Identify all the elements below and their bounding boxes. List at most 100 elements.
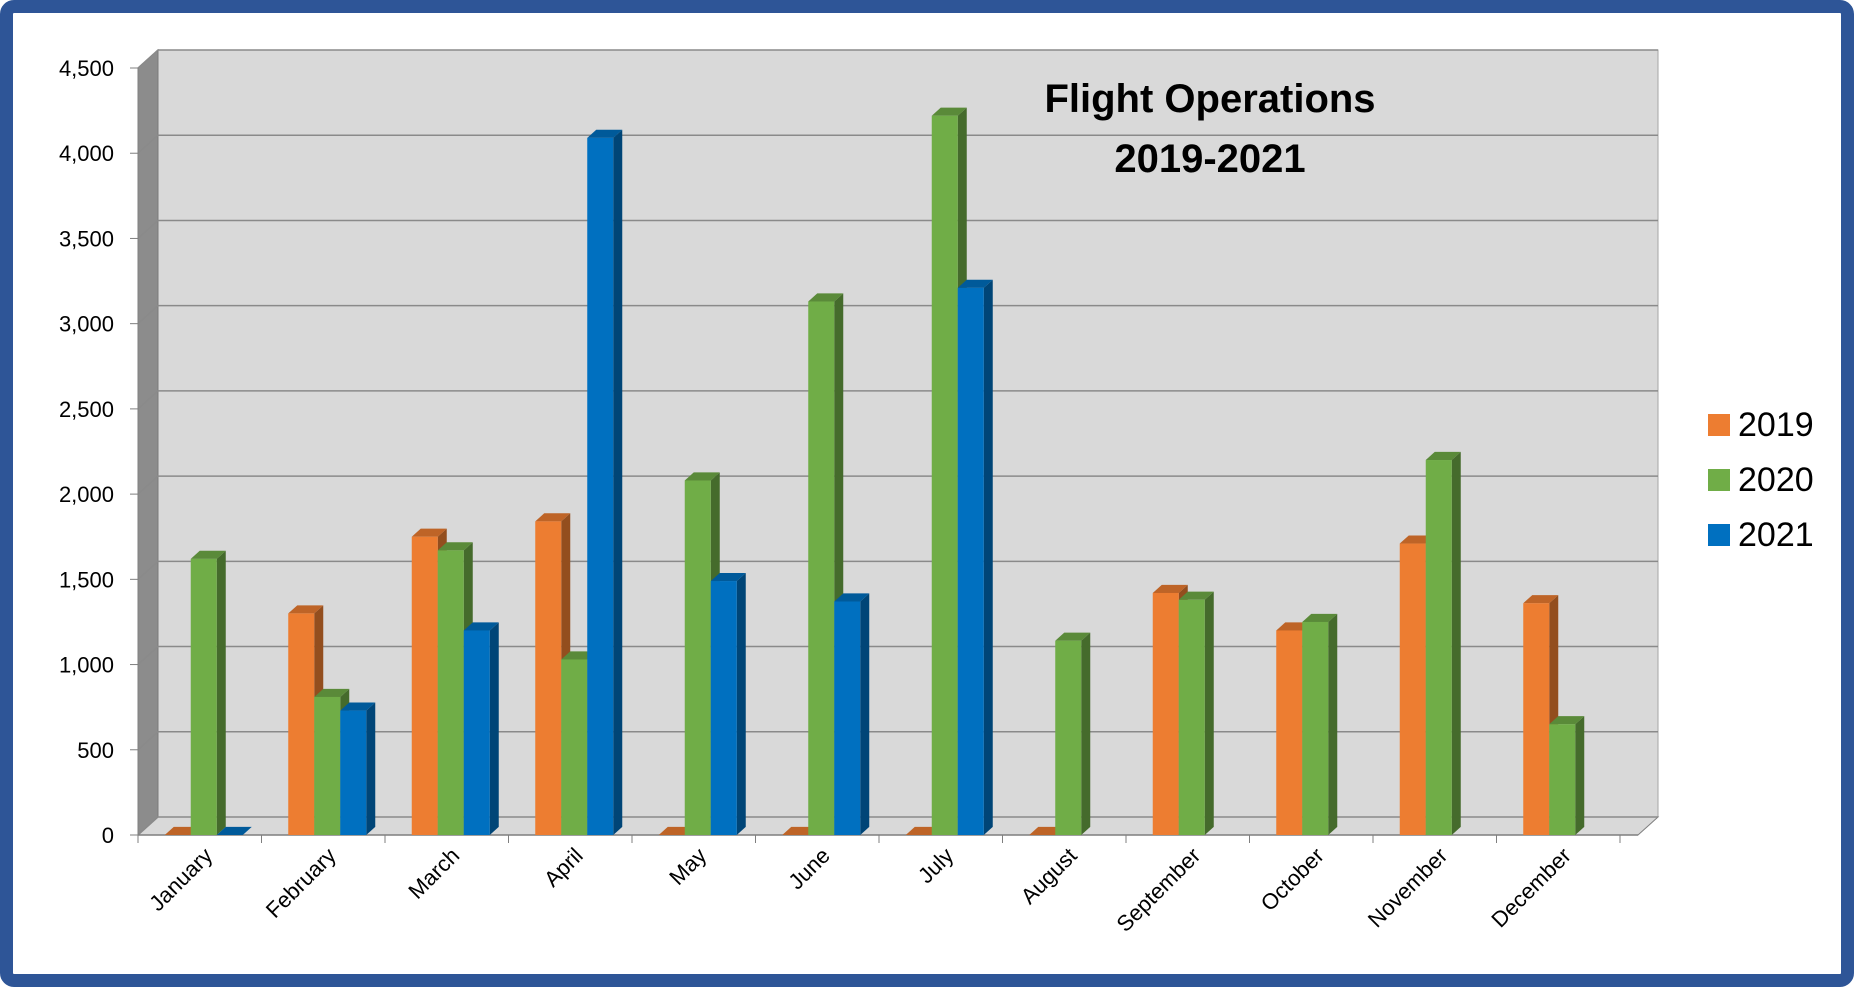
bar-side bbox=[1204, 591, 1214, 835]
bar-front bbox=[587, 137, 614, 836]
bar-top bbox=[463, 622, 499, 631]
bar bbox=[340, 702, 376, 835]
x-category-label: May bbox=[664, 843, 711, 890]
bar bbox=[1549, 716, 1585, 835]
bar bbox=[957, 279, 993, 836]
y-axis-ticks: 0 500 1,000 1,500 2,000 2,500 3,000 3,500 4,000 4… bbox=[59, 56, 139, 848]
bar-front bbox=[535, 521, 562, 835]
bar-side bbox=[613, 129, 623, 835]
legend: 2019 2020 2021 bbox=[1708, 406, 1814, 554]
y-tick-label: 1,500 bbox=[59, 567, 114, 592]
gridline bbox=[137, 134, 1658, 154]
bar-side bbox=[1081, 632, 1091, 835]
bar-side bbox=[983, 279, 993, 836]
bar-front bbox=[340, 710, 367, 835]
bar bbox=[1178, 591, 1214, 835]
x-category-label: August bbox=[1016, 843, 1082, 909]
bar-top bbox=[190, 550, 226, 559]
y-tick-label: 1,000 bbox=[59, 653, 114, 678]
bar-top bbox=[931, 107, 967, 116]
bar-top bbox=[411, 528, 447, 537]
gridline bbox=[137, 560, 1658, 580]
bar-top bbox=[684, 472, 720, 481]
legend-swatch bbox=[1708, 414, 1730, 436]
gridline bbox=[137, 49, 1658, 69]
bar-front bbox=[190, 558, 217, 835]
bar-front bbox=[931, 115, 958, 836]
legend-label: 2021 bbox=[1738, 516, 1814, 554]
chart-title-line-1: Flight Operations bbox=[1044, 77, 1375, 121]
bar-front bbox=[1055, 640, 1082, 835]
bar-front bbox=[1302, 621, 1329, 835]
bar-front bbox=[1399, 543, 1426, 835]
bar-front bbox=[1276, 630, 1303, 835]
bar-top bbox=[957, 279, 993, 288]
bar bbox=[587, 129, 623, 836]
bar-top bbox=[710, 572, 746, 582]
bar-side bbox=[1575, 716, 1585, 835]
bar-front bbox=[1425, 460, 1452, 835]
bar-top bbox=[437, 542, 473, 551]
y-tick-label: 4,000 bbox=[59, 141, 114, 166]
bar-front bbox=[1152, 592, 1179, 835]
bar-front bbox=[710, 581, 737, 835]
bar bbox=[463, 622, 499, 835]
x-category-label: January bbox=[144, 843, 217, 916]
y-tick-label: 0 bbox=[102, 823, 114, 848]
x-category-label: March bbox=[403, 843, 464, 904]
bar-top bbox=[587, 129, 623, 138]
x-axis: January February March April May June July Augu… bbox=[137, 834, 1638, 937]
legend-swatch bbox=[1708, 524, 1730, 546]
bar-top bbox=[340, 702, 376, 711]
bars bbox=[164, 107, 1585, 836]
bar-top bbox=[535, 513, 571, 522]
x-category-label: February bbox=[261, 843, 341, 923]
bar-side bbox=[489, 622, 499, 835]
bar bbox=[216, 826, 252, 835]
bar-front bbox=[437, 550, 464, 835]
gridline bbox=[137, 475, 1658, 495]
bar-top bbox=[1152, 584, 1188, 593]
y-tick-label: 500 bbox=[77, 738, 114, 763]
bar-top bbox=[834, 593, 870, 602]
bar-front bbox=[561, 659, 588, 835]
bar bbox=[190, 550, 226, 835]
bar bbox=[1302, 613, 1338, 835]
bar-front bbox=[314, 696, 341, 835]
bar-top bbox=[314, 688, 350, 697]
x-category-label: November bbox=[1363, 843, 1452, 932]
bar-top bbox=[1549, 716, 1585, 725]
bar-front bbox=[288, 613, 315, 835]
y-tick-label: 2,000 bbox=[59, 482, 114, 507]
x-category-label: July bbox=[913, 843, 958, 888]
legend-label: 2019 bbox=[1738, 406, 1814, 444]
bar-top bbox=[288, 605, 324, 614]
legend-swatch bbox=[1708, 469, 1730, 491]
side-wall bbox=[137, 48, 159, 837]
bar-side bbox=[216, 550, 226, 835]
y-tick-label: 3,500 bbox=[59, 226, 114, 251]
bar-side bbox=[1451, 451, 1461, 835]
bar-front bbox=[808, 301, 835, 835]
bar bbox=[834, 593, 870, 835]
gridline bbox=[137, 390, 1658, 410]
bar bbox=[1425, 451, 1461, 835]
bar-front bbox=[834, 601, 861, 835]
bar-top bbox=[1055, 632, 1091, 641]
bar-front bbox=[957, 287, 984, 836]
gridline bbox=[137, 219, 1658, 240]
bar-front bbox=[1549, 724, 1576, 835]
bar-front bbox=[463, 630, 490, 835]
bar-front bbox=[1178, 599, 1205, 835]
bar-top bbox=[808, 293, 844, 302]
bar-top bbox=[1178, 591, 1214, 600]
bar-top bbox=[216, 826, 252, 835]
bar bbox=[808, 293, 844, 835]
bar-side bbox=[1328, 613, 1338, 835]
legend-label: 2020 bbox=[1738, 461, 1814, 499]
bar-side bbox=[860, 593, 870, 835]
bar-side bbox=[736, 572, 746, 835]
x-category-label: December bbox=[1486, 843, 1575, 932]
bar bbox=[1055, 632, 1091, 835]
